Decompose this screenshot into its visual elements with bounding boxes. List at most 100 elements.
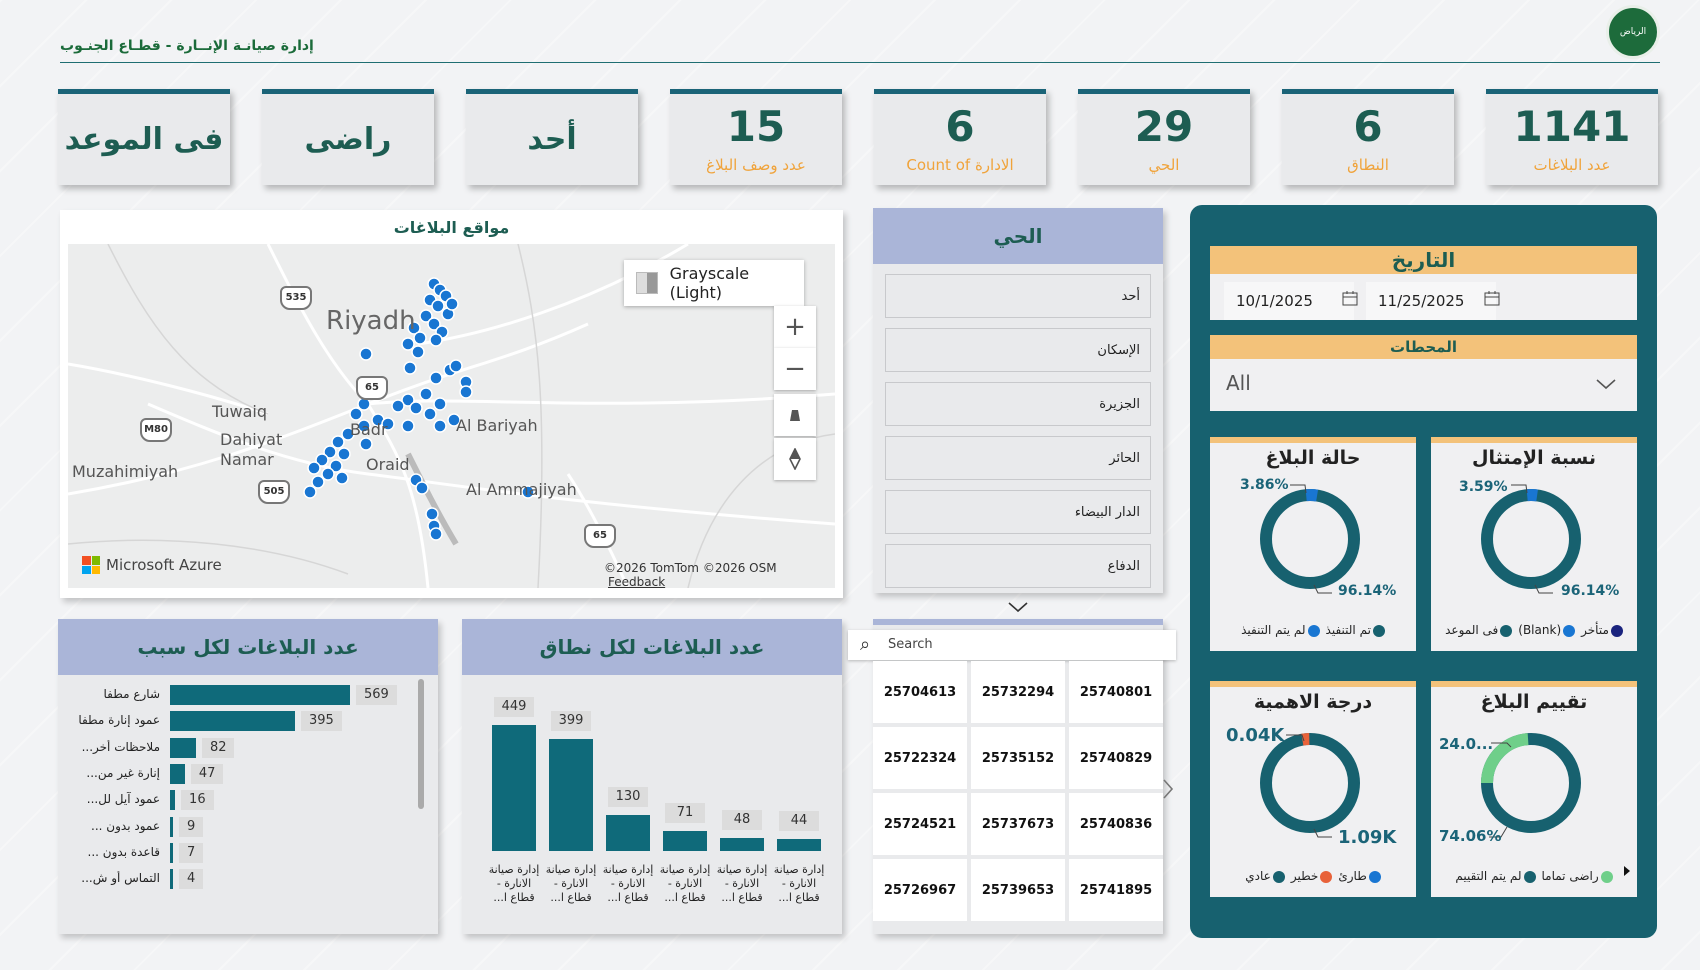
legend-item: خطير	[1291, 869, 1333, 883]
bar[interactable]	[170, 737, 196, 758]
date-from-input[interactable]: 10/1/2025	[1224, 282, 1354, 320]
id-cell[interactable]: 25737673	[971, 793, 1065, 855]
bar-value-label: 4	[179, 869, 204, 890]
slicer-title: الحي	[873, 208, 1163, 264]
report-ids-table: ⌕ Search 25704613 25732294 25740801 2572…	[848, 619, 1176, 934]
id-cell[interactable]: 25704613	[873, 661, 967, 723]
page-title: إدارة صيانـة الإنــارة - قطـاع الجنـوب	[60, 38, 314, 54]
cause-bar-chart: عدد البلاغات لكل سبب شارع مطفا 569 عمود إن…	[58, 619, 438, 934]
attribution-text: ©2026 TomTom ©2026 OSM	[604, 561, 777, 575]
bar[interactable]	[170, 842, 173, 863]
compliance-donut: نسبة الإمتثال 3.59% 96.14% متأخر (Blank)…	[1431, 437, 1637, 651]
zoom-out-button[interactable]: −	[774, 348, 816, 390]
kpi-label: النطاق	[1347, 155, 1389, 174]
search-input[interactable]: ⌕ Search	[848, 630, 1176, 660]
bar[interactable]	[170, 763, 185, 784]
column[interactable]	[663, 831, 707, 851]
bar[interactable]	[170, 869, 173, 890]
kpi-value: 29	[1134, 101, 1194, 151]
column[interactable]	[720, 837, 764, 851]
donut-small-value: 0.04K	[1226, 725, 1285, 746]
kpi-label: Count of الادارة	[906, 155, 1014, 174]
id-cell[interactable]: 25722324	[873, 727, 967, 789]
column-category-label: إدارة صيانة الانارة - قطاع ا...	[602, 863, 654, 904]
tilt-icon	[790, 410, 800, 421]
legend-item: (Blank)	[1518, 623, 1576, 637]
header-divider	[60, 62, 1660, 63]
slicer-item[interactable]: الإسكان	[885, 328, 1151, 372]
priority-donut: درجة الاهمية 0.04K 1.09K طارئ خطير عادي	[1210, 681, 1416, 897]
id-cell[interactable]: 25739653	[971, 859, 1065, 921]
stations-filter-card[interactable]: المحطات All	[1210, 335, 1637, 411]
slicer-item[interactable]: الجزيرة	[885, 382, 1151, 426]
chart-scrollbar[interactable]	[418, 679, 424, 809]
calendar-icon[interactable]	[1342, 290, 1358, 310]
map-title: مواقع البلاغات	[393, 218, 510, 237]
bar-value-label: 7	[179, 842, 204, 863]
id-cell[interactable]: 25740801	[1069, 661, 1163, 723]
kpi-text: فى الموعد	[64, 122, 224, 157]
chevron-down-icon[interactable]	[873, 594, 1163, 618]
bar[interactable]	[170, 711, 295, 732]
bar[interactable]	[170, 790, 176, 811]
calendar-icon[interactable]	[1484, 290, 1500, 310]
map-label-al-bariyah: Al Bariyah	[456, 416, 538, 435]
column[interactable]	[606, 814, 650, 851]
slicer-item[interactable]: الحائر	[885, 436, 1151, 480]
donut-chart	[1260, 484, 1360, 594]
stations-title: المحطات	[1210, 335, 1637, 359]
tilt-button[interactable]	[774, 394, 816, 436]
slicer-item[interactable]: الدفاع	[885, 544, 1151, 588]
slicer-item[interactable]: أحد	[885, 274, 1151, 318]
column[interactable]	[777, 838, 821, 851]
kpi-department-count: 6 Count of الادارة	[874, 89, 1046, 185]
id-cell[interactable]: 25724521	[873, 793, 967, 855]
kpi-value: 1141	[1513, 101, 1631, 151]
id-cell[interactable]: 25740829	[1069, 727, 1163, 789]
donut-small-value: 24.0...	[1439, 735, 1494, 753]
stations-value: All	[1226, 371, 1251, 395]
compass-icon	[789, 448, 801, 470]
donut-large-pct: 96.14%	[1561, 583, 1620, 599]
chevron-down-icon[interactable]	[1595, 371, 1617, 395]
bar-label: شارع مطفا	[103, 687, 160, 701]
date-to-input[interactable]: 11/25/2025	[1366, 282, 1496, 320]
kpi-text: راضى	[304, 122, 392, 157]
bar[interactable]	[170, 816, 173, 837]
feedback-link[interactable]: Feedback	[608, 575, 666, 588]
zoom-in-button[interactable]: +	[774, 306, 816, 348]
column[interactable]	[492, 725, 536, 851]
ids-grid: 25704613 25732294 25740801 25722324 2573…	[873, 661, 1163, 921]
kpi-value: 6	[945, 101, 975, 151]
map-style-button[interactable]: Grayscale (Light)	[624, 260, 804, 306]
column-value-label: 71	[665, 803, 705, 824]
kpi-value: 15	[726, 101, 786, 151]
map-canvas[interactable]: Riyadh Tuwaiq Dahiyat Namar Muzahimiyah …	[68, 244, 835, 588]
id-cell[interactable]: 25726967	[873, 859, 967, 921]
donut-small-pct: 3.59%	[1459, 479, 1508, 495]
id-cell[interactable]: 25732294	[971, 661, 1065, 723]
bar-label: التماس أو ش...	[81, 871, 160, 886]
kpi-neighborhood: 29 الحي	[1078, 89, 1250, 185]
column-value-label: 130	[608, 786, 648, 807]
kpi-satisfaction: راضى	[262, 89, 434, 185]
compass-button[interactable]	[774, 438, 816, 480]
kpi-value: 6	[1353, 101, 1383, 151]
id-cell[interactable]: 25740836	[1069, 793, 1163, 855]
id-cell[interactable]: 25735152	[971, 727, 1065, 789]
neighborhood-slicer: الحي أحد الإسكان الجزيرة الحائر الدار ال…	[873, 208, 1163, 613]
bar-label: عمود بدون ...	[91, 818, 160, 833]
column[interactable]	[549, 739, 593, 851]
bar[interactable]	[170, 685, 350, 705]
id-cell[interactable]: 25741895	[1069, 859, 1163, 921]
slicer-item[interactable]: الدار البيضاء	[885, 490, 1151, 534]
donut-legend: طارئ خطير عادي	[1210, 869, 1416, 883]
legend-next-icon[interactable]	[1623, 862, 1631, 881]
chevron-right-icon[interactable]	[1162, 778, 1174, 806]
road-shield: M80	[140, 418, 172, 442]
date-filter-title: التاريخ	[1210, 246, 1637, 274]
legend-item: تم التنفيذ	[1326, 623, 1385, 637]
donut-chart	[1260, 733, 1360, 838]
filters-panel: التاريخ 10/1/2025 11/25/2025 المحطات All…	[1190, 205, 1657, 938]
chart-title: عدد البلاغات لكل سبب	[58, 619, 438, 675]
